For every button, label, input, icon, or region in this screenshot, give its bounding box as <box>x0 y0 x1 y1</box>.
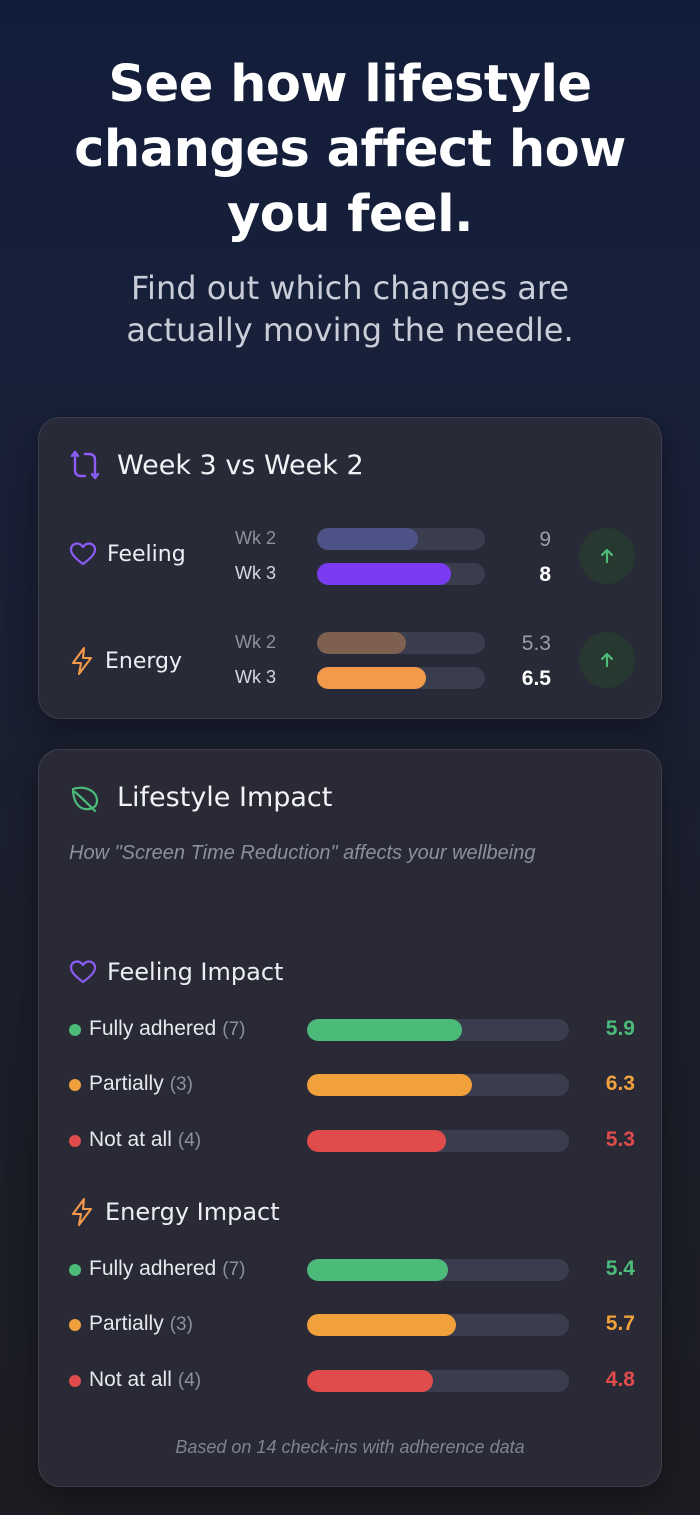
up-arrow-icon <box>597 546 617 566</box>
feeling-prev-fill <box>317 528 418 550</box>
feeling-prev-week-label: Wk 2 <box>235 528 277 548</box>
feeling-not-at-all-row: Not at all (4) 5.3 <box>69 1128 635 1154</box>
energy-prev-week-label: Wk 2 <box>235 632 277 652</box>
energy-cur-fill <box>317 667 427 689</box>
status-dot <box>69 1024 81 1036</box>
row-label: Fully adhered (7) <box>89 1257 246 1280</box>
row-bar <box>307 1314 569 1336</box>
energy-not-at-all-row: Not at all (4) 4.8 <box>69 1368 635 1394</box>
energy-impact-title: Energy Impact <box>105 1198 280 1226</box>
row-value: 5.9 <box>605 1017 635 1040</box>
lightning-icon <box>69 646 95 676</box>
row-bar <box>307 1130 569 1152</box>
row-label: Not at all (4) <box>89 1368 202 1391</box>
row-count: (4) <box>177 1130 202 1151</box>
energy-trend-badge <box>579 632 635 688</box>
row-bar <box>307 1370 569 1392</box>
hero-title: See how lifestyle changes affect how you… <box>74 55 626 244</box>
feeling-cur-week-label: Wk 3 <box>235 563 277 583</box>
energy-prev-fill <box>317 632 407 654</box>
row-label: Partially (3) <box>89 1312 193 1335</box>
row-count: (3) <box>169 1074 193 1095</box>
week-comparison-card: Week 3 vs Week 2 Feeling Wk 2 9 Wk 3 8 <box>38 417 662 719</box>
lightning-icon <box>69 1197 95 1227</box>
status-dot <box>69 1079 81 1091</box>
feeling-impact-title: Feeling Impact <box>107 958 284 986</box>
row-label: Fully adhered (7) <box>89 1017 246 1040</box>
row-fill <box>307 1019 462 1041</box>
row-fill <box>307 1259 449 1281</box>
heart-icon <box>69 959 97 985</box>
feeling-partially-row: Partially (3) 6.3 <box>69 1072 635 1098</box>
row-count: (4) <box>177 1370 202 1391</box>
energy-impact-header: Energy Impact <box>69 1197 280 1227</box>
feeling-impact-header: Feeling Impact <box>69 958 283 986</box>
heart-icon <box>69 541 97 567</box>
feeling-cur-bar <box>317 563 485 585</box>
leaf-icon <box>69 783 101 813</box>
feeling-metric-label: Feeling <box>69 541 186 567</box>
compare-arrows-icon <box>69 448 101 482</box>
row-value: 5.4 <box>605 1257 635 1280</box>
feeling-fully-row: Fully adhered (7) 5.9 <box>69 1017 635 1043</box>
row-bar <box>307 1074 569 1096</box>
energy-label: Energy <box>105 648 183 674</box>
status-dot <box>69 1375 81 1387</box>
footnote: Based on 14 check-ins with adherence dat… <box>175 1437 525 1457</box>
lifestyle-impact-card: Lifestyle Impact How "Screen Time Reduct… <box>38 749 662 1487</box>
row-label: Not at all (4) <box>89 1128 202 1151</box>
status-dot <box>69 1264 81 1276</box>
energy-prev-bar <box>317 632 485 654</box>
hero-subtitle: Find out which changes are actually movi… <box>126 269 574 349</box>
row-value: 4.8 <box>605 1368 635 1391</box>
feeling-trend-badge <box>579 528 635 584</box>
feeling-prev-value: 9 <box>539 528 551 551</box>
row-fill <box>307 1370 433 1392</box>
energy-cur-value: 6.5 <box>521 667 551 690</box>
hero: See how lifestyle changes affect how you… <box>0 52 700 351</box>
row-value: 5.3 <box>605 1128 635 1151</box>
row-fill <box>307 1074 473 1096</box>
feeling-cur-value: 8 <box>539 563 551 586</box>
feeling-cur-fill <box>317 563 452 585</box>
energy-partially-row: Partially (3) 5.7 <box>69 1312 635 1338</box>
row-count: (7) <box>222 1259 246 1280</box>
impact-header: Lifestyle Impact <box>69 782 332 813</box>
comparison-header: Week 3 vs Week 2 <box>69 448 364 482</box>
up-arrow-icon <box>597 650 617 670</box>
status-dot <box>69 1135 81 1147</box>
energy-cur-bar <box>317 667 485 689</box>
comparison-title: Week 3 vs Week 2 <box>117 449 364 481</box>
energy-fully-row: Fully adhered (7) 5.4 <box>69 1257 635 1283</box>
energy-prev-value: 5.3 <box>521 632 551 655</box>
status-dot <box>69 1319 81 1331</box>
row-fill <box>307 1130 446 1152</box>
energy-metric-label: Energy <box>69 646 182 676</box>
row-bar <box>307 1019 569 1041</box>
energy-cur-week-label: Wk 3 <box>235 667 277 687</box>
feeling-label: Feeling <box>107 541 186 567</box>
row-fill <box>307 1314 457 1336</box>
impact-title: Lifestyle Impact <box>117 782 333 813</box>
row-count: (7) <box>222 1019 246 1040</box>
feeling-prev-bar <box>317 528 485 550</box>
row-value: 6.3 <box>605 1072 635 1095</box>
row-value: 5.7 <box>605 1312 635 1335</box>
row-label: Partially (3) <box>89 1072 193 1095</box>
row-bar <box>307 1259 569 1281</box>
row-count: (3) <box>169 1314 193 1335</box>
impact-subtitle: How "Screen Time Reduction" affects your… <box>69 842 536 864</box>
